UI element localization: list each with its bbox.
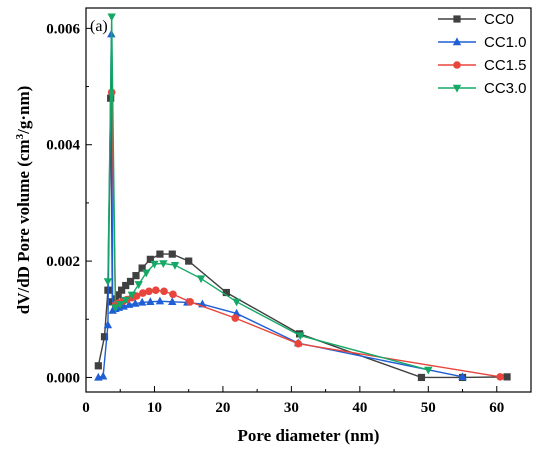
data-point-cc1-0: [137, 297, 147, 306]
legend-label-cc3-0: CC3.0: [484, 80, 527, 97]
series-line-cc1-5: [110, 92, 501, 378]
y-tick-label: 0.000: [46, 370, 80, 386]
legend-marker-cc1-5: [453, 61, 461, 69]
data-point-cc0: [185, 257, 193, 265]
y-tick-label: 0.004: [46, 138, 80, 154]
data-point-cc1-5: [496, 373, 504, 381]
data-point-cc3-0: [196, 275, 206, 284]
series-line-cc3-0: [107, 16, 429, 371]
x-tick-label: 0: [82, 400, 90, 416]
data-point-cc3-0: [107, 13, 116, 22]
data-point-cc3-0: [296, 332, 305, 341]
data-point-cc1-0: [146, 297, 155, 306]
data-point-cc0: [132, 272, 140, 280]
data-series: [94, 13, 511, 382]
data-point-cc0: [417, 373, 426, 382]
data-point-cc0: [114, 291, 122, 299]
data-point-cc0: [122, 281, 130, 290]
y-axis-title-main: dV/dD Pore volume (cm: [14, 139, 33, 314]
data-point-cc1-5: [132, 292, 141, 300]
x-tick-label: 40: [352, 400, 367, 416]
data-point-cc3-0: [127, 291, 137, 300]
legend-item-cc1-0: CC1.0: [438, 34, 527, 51]
series-cc0: [94, 94, 511, 382]
data-point-cc1-5: [152, 286, 160, 294]
data-point-cc0: [126, 277, 135, 286]
data-point-cc0: [138, 264, 146, 272]
legend-item-cc1-5: CC1.5: [438, 57, 527, 74]
data-point-cc3-0: [170, 261, 180, 270]
legend-label-cc1-0: CC1.0: [484, 34, 527, 51]
x-tick-label: 30: [284, 400, 299, 416]
series-line-cc1-0: [98, 34, 463, 379]
data-point-cc3-0: [134, 281, 143, 289]
data-point-cc3-0: [159, 260, 168, 269]
data-point-cc3-0: [142, 269, 151, 278]
x-tick-label: 60: [489, 400, 504, 416]
x-tick-label: 20: [215, 400, 230, 416]
data-point-cc0: [100, 333, 109, 341]
data-point-cc0: [146, 255, 154, 263]
x-axis-title: Pore diameter (nm): [238, 426, 380, 445]
data-point-cc1-5: [186, 298, 194, 306]
data-point-cc0: [168, 250, 176, 258]
x-tick-label: 50: [421, 400, 436, 416]
legend: CC0 CC1.0 CC1.5 CC3.0: [438, 11, 527, 97]
data-point-cc1-5: [139, 289, 147, 297]
y-tick-label: 0.002: [46, 254, 80, 270]
data-point-cc3-0: [103, 278, 113, 287]
data-point-cc3-0: [121, 296, 130, 305]
data-point-cc1-0: [458, 372, 467, 381]
data-point-cc1-0: [103, 320, 113, 329]
series-cc1-0: [94, 29, 467, 381]
data-point-cc1-5: [107, 88, 116, 97]
legend-item-cc0: CC0: [438, 11, 514, 28]
axis-ticks: 0 10 20 30 40 50 60 0.000 0.002 0.004 0.006: [46, 21, 504, 416]
legend-item-cc3-0: CC3.0: [438, 80, 527, 97]
data-point-cc1-5: [294, 339, 303, 348]
y-tick-label: 0.006: [46, 21, 80, 37]
y-axis-title: dV/dD Pore volume (cm3/g·nm): [14, 86, 33, 315]
series-cc3-0: [103, 13, 433, 375]
data-point-cc1-0: [168, 297, 177, 306]
data-point-cc1-0: [124, 300, 134, 308]
data-point-cc0: [118, 286, 126, 294]
legend-marker-cc1-0: [452, 37, 462, 46]
data-point-cc3-0: [116, 300, 125, 309]
data-point-cc3-0: [111, 304, 120, 313]
data-point-cc1-5: [169, 290, 177, 299]
data-point-cc1-5: [231, 314, 240, 322]
data-point-cc1-0: [98, 371, 108, 380]
data-point-cc1-5: [145, 287, 153, 296]
data-point-cc1-5: [160, 287, 168, 296]
y-axis-title-end: /g·nm): [14, 86, 33, 135]
data-point-cc3-0: [424, 366, 433, 375]
y-axis-title-superscript: 3: [14, 133, 26, 139]
legend-label-cc0: CC0: [484, 11, 514, 28]
plot-frame: [85, 7, 532, 393]
data-point-cc3-0: [150, 260, 159, 269]
data-point-cc3-0: [232, 298, 241, 307]
legend-marker-cc0: [453, 15, 461, 23]
data-point-cc0: [222, 288, 230, 297]
data-point-cc0: [94, 362, 102, 370]
data-point-cc1-0: [155, 296, 165, 305]
x-tick-label: 10: [147, 400, 162, 416]
panel-label: (a): [90, 18, 108, 35]
data-point-cc0: [503, 373, 511, 381]
data-point-cc0: [156, 250, 164, 258]
data-point-cc1-0: [131, 298, 140, 307]
legend-marker-cc3-0: [452, 84, 462, 93]
legend-label-cc1-5: CC1.5: [484, 57, 527, 74]
